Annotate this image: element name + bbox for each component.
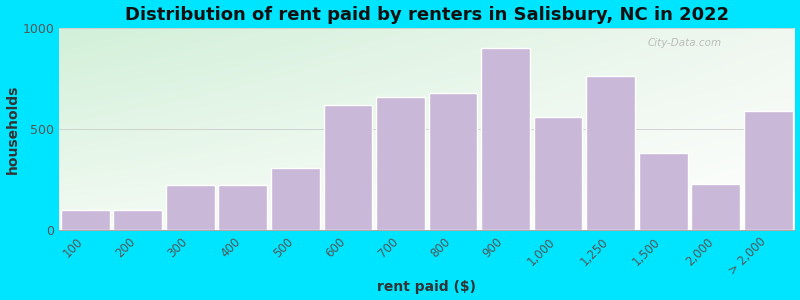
Bar <box>114 210 162 230</box>
Bar <box>638 153 687 230</box>
Bar <box>691 184 740 230</box>
Bar <box>376 97 425 230</box>
X-axis label: rent paid ($): rent paid ($) <box>378 280 476 294</box>
Bar <box>166 185 215 230</box>
Bar <box>429 93 478 230</box>
Bar <box>534 117 582 230</box>
Text: City-Data.com: City-Data.com <box>647 38 722 48</box>
Y-axis label: households: households <box>6 84 19 174</box>
Bar <box>271 168 320 230</box>
Bar <box>744 111 793 230</box>
Bar <box>218 185 267 230</box>
Bar <box>481 48 530 230</box>
Bar <box>586 76 635 230</box>
Title: Distribution of rent paid by renters in Salisbury, NC in 2022: Distribution of rent paid by renters in … <box>125 6 729 24</box>
Bar <box>61 210 110 230</box>
Bar <box>323 105 372 230</box>
